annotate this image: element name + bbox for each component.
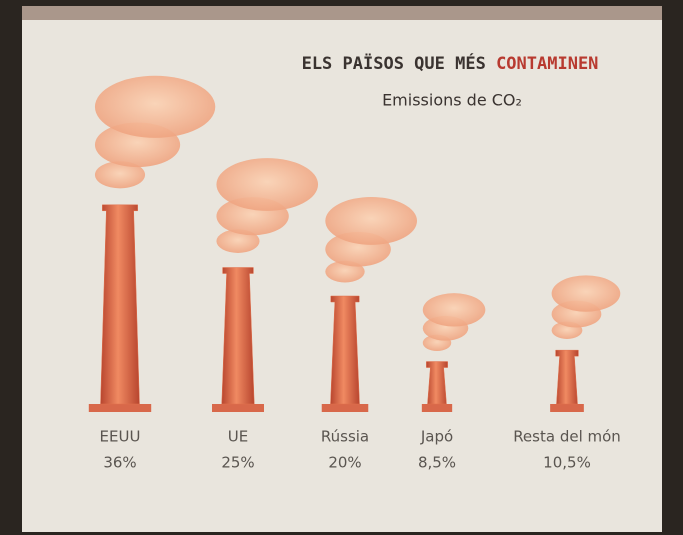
chimney (330, 296, 359, 404)
chart: ELS PAÏSOS QUE MÉS CONTAMINEN Emissions … (0, 0, 683, 535)
smoke (423, 293, 486, 326)
chimney-plinth (89, 404, 151, 412)
value-label: 10,5% (543, 454, 591, 472)
value-label: 36% (103, 454, 136, 472)
value-label: 20% (328, 454, 361, 472)
chimney (101, 205, 140, 404)
smoke (325, 197, 417, 245)
category-label: Rússia (321, 428, 369, 446)
chimney-plinth (212, 404, 264, 412)
category-label: Resta del món (513, 428, 621, 446)
title-highlight: CONTAMINEN (496, 54, 598, 74)
value-label: 8,5% (418, 454, 456, 472)
chart-title: ELS PAÏSOS QUE MÉS CONTAMINEN (302, 52, 599, 74)
category-label: EEUU (100, 428, 141, 446)
chimney-plinth (550, 404, 584, 412)
value-label: 25% (221, 454, 254, 472)
category-label: Japó (420, 428, 453, 446)
chart-subtitle: Emissions de CO₂ (382, 91, 522, 110)
chimney (222, 268, 255, 405)
chimney-plinth (322, 404, 369, 412)
title-text: ELS PAÏSOS QUE MÉS (302, 52, 486, 74)
smoke (552, 275, 621, 311)
category-label: UE (228, 428, 248, 446)
chimney-plinth (422, 404, 452, 412)
smoke (216, 158, 318, 211)
top-strip (22, 6, 662, 20)
smoke (95, 76, 215, 138)
